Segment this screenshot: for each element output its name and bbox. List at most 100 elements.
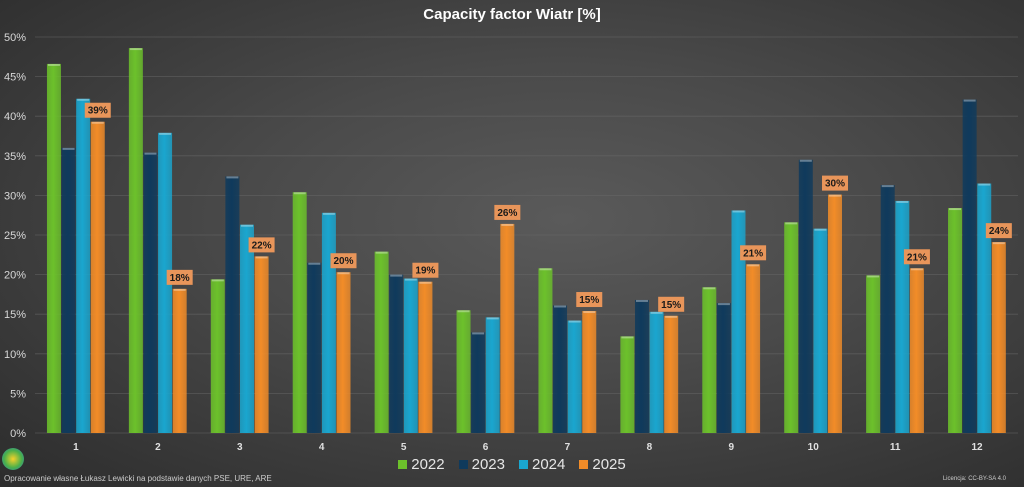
bar-2022 <box>620 336 635 433</box>
bar-2024 <box>403 278 418 433</box>
bar-highlight <box>457 310 470 313</box>
bar-2024 <box>813 228 828 433</box>
bar-highlight <box>621 336 634 339</box>
bar-highlight <box>635 299 648 302</box>
bar-2025 <box>254 256 269 433</box>
bar-2025 <box>90 121 105 433</box>
legend-item-2025: 2025 <box>579 456 626 473</box>
legend-swatch <box>398 460 408 469</box>
x-tick-label: 6 <box>483 442 489 453</box>
data-label: 30% <box>825 179 845 190</box>
x-tick-label: 10 <box>808 442 820 453</box>
x-tick-label: 7 <box>565 442 571 453</box>
bar-highlight <box>829 194 842 197</box>
y-tick-label: 0% <box>10 428 26 440</box>
data-label-box <box>822 175 849 191</box>
bar-highlight <box>404 278 417 281</box>
y-tick-label: 10% <box>4 349 26 361</box>
bar-highlight <box>159 132 172 135</box>
x-tick-label: 12 <box>971 442 983 453</box>
data-label-box <box>903 249 930 265</box>
legend-label: 2025 <box>592 456 626 473</box>
x-tick-label: 5 <box>401 442 407 453</box>
y-tick-label: 5% <box>10 388 26 400</box>
bar-highlight <box>963 99 976 102</box>
y-tick-label: 20% <box>4 270 26 282</box>
bar-highlight <box>949 208 962 211</box>
bar-2022 <box>538 268 553 433</box>
bar-highlight <box>91 121 104 124</box>
bar-highlight <box>472 332 485 335</box>
bar-highlight <box>703 287 716 290</box>
bar-highlight <box>867 275 880 278</box>
bar-highlight <box>77 98 90 101</box>
bar-2022 <box>374 251 389 433</box>
bar-2025 <box>664 315 679 433</box>
legend-swatch <box>458 460 468 469</box>
bar-highlight <box>322 212 335 215</box>
bar-highlight <box>568 320 581 323</box>
data-label: 15% <box>579 295 599 306</box>
bar-2025 <box>418 281 433 433</box>
data-label-box <box>576 292 603 308</box>
credit-text: Opracowanie własne Łukasz Lewicki na pod… <box>4 474 272 483</box>
bar-highlight <box>226 176 239 179</box>
bar-highlight <box>144 152 157 155</box>
data-label-box <box>412 262 439 278</box>
x-tick-label: 1 <box>73 442 79 453</box>
bar-2023 <box>716 303 731 433</box>
bar-2022 <box>456 310 471 433</box>
bar-2023 <box>553 305 568 433</box>
author-logo <box>2 448 24 470</box>
data-label: 21% <box>743 248 763 259</box>
data-label-box <box>658 296 685 312</box>
bar-2024 <box>895 200 910 433</box>
bar-highlight <box>785 222 798 225</box>
bar-highlight <box>293 192 306 195</box>
bar-2024 <box>76 98 91 433</box>
bar-2025 <box>336 272 351 433</box>
bar-2023 <box>307 262 322 433</box>
legend-item-2022: 2022 <box>398 456 445 473</box>
legend-item-2023: 2023 <box>458 456 505 473</box>
bar-highlight <box>992 242 1005 245</box>
data-label: 15% <box>661 300 681 311</box>
bar-2024 <box>977 183 992 433</box>
bar-highlight <box>255 256 268 259</box>
legend-label: 2023 <box>471 456 505 473</box>
bar-2023 <box>798 159 813 433</box>
bar-2022 <box>702 287 717 433</box>
bar-highlight <box>211 279 224 282</box>
bar-2023 <box>389 274 404 433</box>
x-tick-label: 4 <box>319 442 325 453</box>
bar-2025 <box>582 311 597 433</box>
bar-highlight <box>747 264 760 267</box>
bar-highlight <box>650 311 663 314</box>
bar-highlight <box>240 224 253 227</box>
legend-swatch <box>519 460 528 469</box>
x-tick-label: 3 <box>237 442 243 453</box>
bar-2024 <box>731 210 746 433</box>
bar-2023 <box>143 152 158 433</box>
bar-highlight <box>129 48 142 51</box>
bar-highlight <box>375 251 388 254</box>
bar-highlight <box>732 210 745 213</box>
bar-highlight <box>308 262 321 265</box>
bar-2025 <box>991 242 1006 433</box>
bar-highlight <box>47 63 60 66</box>
bar-2025 <box>172 288 187 433</box>
bar-2022 <box>46 63 61 433</box>
bar-2022 <box>866 275 881 433</box>
y-tick-label: 25% <box>4 230 26 242</box>
data-label: 19% <box>415 266 435 277</box>
chart-title: Capacity factor Wiatr [%] <box>423 6 601 23</box>
y-tick-label: 50% <box>4 32 26 44</box>
bar-2024 <box>158 132 173 433</box>
bar-2022 <box>210 279 225 433</box>
bar-highlight <box>62 147 75 150</box>
bar-2022 <box>948 208 963 433</box>
legend: 2022 2023 2024 2025 <box>0 456 1024 473</box>
data-label: 39% <box>88 106 108 117</box>
data-label: 22% <box>252 240 272 251</box>
